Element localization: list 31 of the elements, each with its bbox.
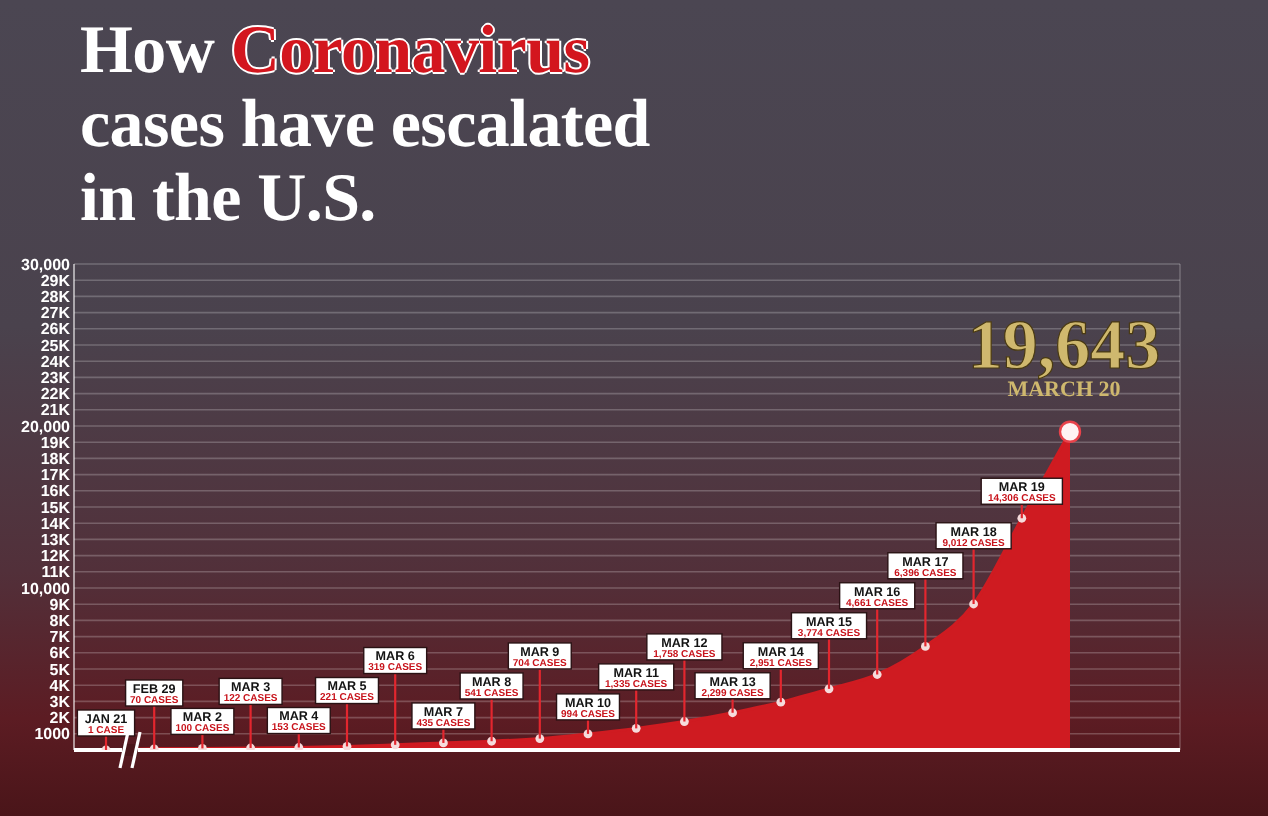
y-tick-label: 11K (41, 563, 71, 582)
y-tick-label: 18K (40, 450, 71, 469)
y-tick-label: 1000 (34, 725, 72, 744)
y-tick-label: 30,000 (21, 255, 72, 274)
y-tick-label: 22K (40, 385, 71, 404)
y-tick-label: 25K (40, 336, 71, 355)
y-tick-label: 21K (40, 401, 71, 420)
y-tick-label: 17K (40, 466, 71, 485)
y-tick-label: 19K (40, 433, 71, 452)
y-tick-label: 23K (40, 369, 71, 388)
y-tick-label: 24K (40, 352, 71, 371)
y-tick-label: 16K (40, 482, 71, 501)
y-tick-label: 13K (40, 531, 71, 550)
y-tick-label: 7K (49, 628, 71, 647)
y-tick-label: 9K (49, 595, 71, 614)
y-tick-label: 3K (49, 693, 71, 712)
y-tick-label: 8K (49, 612, 71, 631)
y-tick-label: 20,000 (21, 417, 72, 436)
y-tick-label: 5K (49, 660, 71, 679)
chart-title: How Coronavirus cases have escalated in the U.S. (80, 14, 650, 236)
y-tick-label: 29K (40, 271, 71, 290)
y-tick-label: 2K (49, 709, 71, 728)
y-tick-label: 26K (40, 320, 71, 339)
y-tick-label: 27K (40, 304, 71, 323)
y-tick-label: 14K (40, 514, 71, 533)
y-tick-label: 28K (40, 288, 71, 307)
y-tick-label: 10,000 (21, 579, 72, 598)
y-tick-label: 12K (40, 547, 71, 566)
y-tick-label: 6K (49, 644, 71, 663)
y-tick-label: 4K (49, 676, 71, 695)
y-tick-label: 15K (40, 498, 71, 517)
